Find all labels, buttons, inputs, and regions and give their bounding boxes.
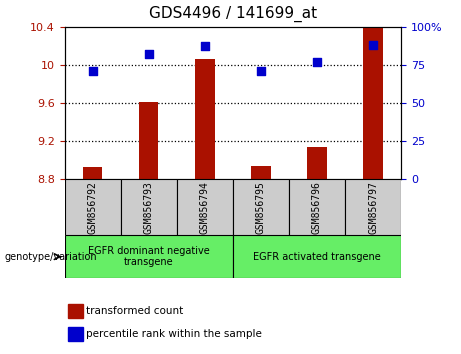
- Bar: [68, 304, 83, 318]
- Point: [89, 68, 96, 74]
- Bar: [289, 179, 345, 235]
- Bar: [345, 179, 401, 235]
- Bar: [251, 166, 271, 179]
- Text: GSM856796: GSM856796: [312, 181, 322, 234]
- Bar: [195, 59, 214, 179]
- Text: transformed count: transformed count: [86, 306, 183, 316]
- Bar: [307, 147, 327, 179]
- Text: EGFR activated transgene: EGFR activated transgene: [253, 252, 381, 262]
- Bar: [177, 179, 233, 235]
- Bar: [363, 28, 383, 179]
- Point: [369, 42, 377, 48]
- Bar: [139, 102, 159, 179]
- Text: GSM856793: GSM856793: [144, 181, 154, 234]
- Bar: [233, 179, 289, 235]
- Point: [313, 59, 321, 64]
- Bar: [233, 235, 401, 278]
- Text: GSM856797: GSM856797: [368, 181, 378, 234]
- Bar: [68, 327, 83, 341]
- Point: [257, 68, 265, 74]
- Text: EGFR dominant negative
transgene: EGFR dominant negative transgene: [88, 246, 210, 268]
- Text: genotype/variation: genotype/variation: [5, 252, 97, 262]
- Point: [145, 51, 152, 57]
- Text: GSM856792: GSM856792: [88, 181, 98, 234]
- Text: GSM856794: GSM856794: [200, 181, 210, 234]
- Bar: [121, 179, 177, 235]
- Text: GSM856795: GSM856795: [256, 181, 266, 234]
- Point: [201, 44, 208, 49]
- Title: GDS4496 / 141699_at: GDS4496 / 141699_at: [149, 6, 317, 22]
- Bar: [65, 179, 121, 235]
- Bar: [65, 235, 233, 278]
- Text: percentile rank within the sample: percentile rank within the sample: [86, 329, 262, 339]
- Bar: [83, 167, 102, 179]
